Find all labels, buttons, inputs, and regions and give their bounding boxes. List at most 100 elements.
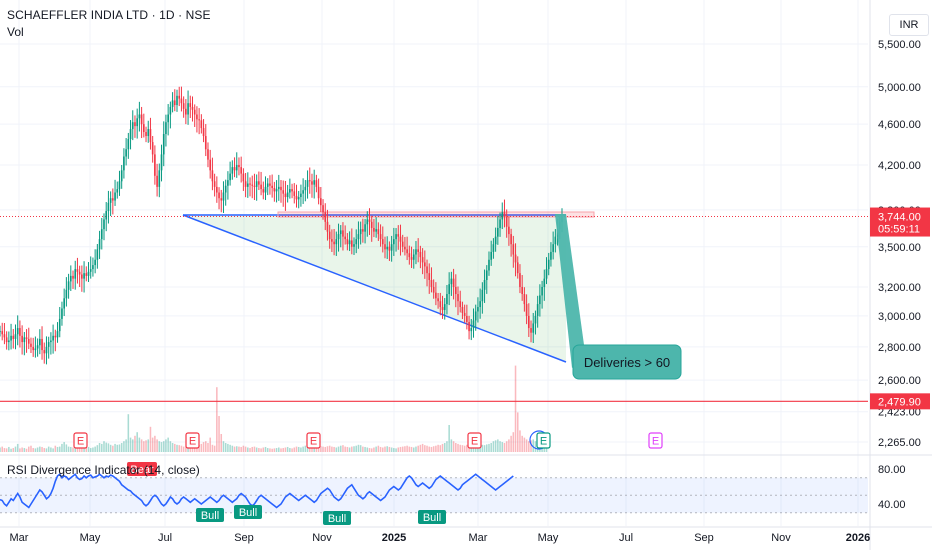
candle xyxy=(142,124,145,133)
candle xyxy=(260,184,262,190)
volume-bar xyxy=(61,443,63,452)
volume-bar xyxy=(514,365,517,452)
volume-bar xyxy=(19,448,21,452)
volume-bar xyxy=(348,447,351,452)
earnings-marker-box xyxy=(306,432,321,449)
volume-bar xyxy=(266,448,269,452)
candle xyxy=(370,221,373,228)
candle xyxy=(213,181,216,187)
candle xyxy=(138,114,141,119)
volume-bar xyxy=(191,446,194,452)
candle xyxy=(320,198,322,206)
candle xyxy=(554,236,557,245)
volume-bar xyxy=(36,447,39,452)
candle xyxy=(337,234,340,240)
volume-bar xyxy=(519,430,521,452)
candle xyxy=(536,304,539,316)
volume-bar xyxy=(461,445,464,452)
volume-bar xyxy=(244,446,247,452)
time-tick-label: Mar xyxy=(10,532,29,544)
volume-bar xyxy=(58,446,61,452)
candle xyxy=(419,251,422,258)
candle xyxy=(94,259,96,266)
candle xyxy=(185,108,187,115)
volume-bar xyxy=(216,387,218,452)
candle xyxy=(474,311,477,321)
candle xyxy=(302,190,304,194)
volume-bar xyxy=(428,446,431,452)
volume-bar xyxy=(25,448,28,452)
candle xyxy=(501,212,504,220)
volume-bar xyxy=(242,445,245,452)
currency-button[interactable]: INR xyxy=(889,14,929,36)
volume-bar xyxy=(118,444,121,452)
candle xyxy=(224,185,227,193)
volume-bar xyxy=(211,444,214,452)
candle xyxy=(198,119,200,121)
volume-bar xyxy=(297,446,300,452)
volume-bar xyxy=(516,412,519,452)
candle xyxy=(510,234,512,245)
volume-bar xyxy=(224,443,227,452)
candle xyxy=(291,189,293,192)
volume-bar xyxy=(273,448,276,452)
volume-bar xyxy=(490,443,492,452)
volume-bar xyxy=(512,432,515,452)
candle xyxy=(202,128,205,137)
candle xyxy=(85,273,88,276)
candle xyxy=(417,249,420,252)
bull-label-text: Bull xyxy=(201,510,219,522)
price-tick-label: 2,423.00 xyxy=(878,407,921,419)
candle xyxy=(443,304,446,310)
candle xyxy=(207,149,209,160)
candle xyxy=(512,244,515,255)
candle xyxy=(30,343,32,347)
volume-bar xyxy=(72,447,74,452)
candle xyxy=(525,304,528,316)
volume-bar xyxy=(353,446,355,452)
volume-bar xyxy=(419,444,422,452)
volume-bar xyxy=(450,439,453,452)
candle xyxy=(550,251,552,260)
candle xyxy=(277,186,280,190)
volume-bar xyxy=(291,448,293,452)
volume-bar xyxy=(364,446,366,452)
volume-bar xyxy=(483,445,486,452)
candle xyxy=(238,164,240,168)
volume-bar xyxy=(240,446,242,452)
volume-bar xyxy=(222,441,225,452)
volume-bar xyxy=(162,441,165,452)
time-tick-label: 2025 xyxy=(382,532,406,544)
candle xyxy=(123,156,125,171)
candle xyxy=(211,170,214,182)
candle xyxy=(231,167,234,174)
candle xyxy=(397,234,400,237)
volume-bar xyxy=(333,446,335,452)
candle xyxy=(543,278,546,287)
volume-bar xyxy=(147,439,150,452)
candle xyxy=(275,189,278,192)
volume-bar xyxy=(247,447,249,452)
candle xyxy=(545,269,548,279)
candle xyxy=(328,231,331,240)
candle xyxy=(508,226,510,235)
candle xyxy=(78,271,81,275)
candle xyxy=(339,230,342,235)
bear-label-text: Bear xyxy=(130,464,154,476)
candle xyxy=(410,257,413,260)
candle xyxy=(23,337,26,343)
candle xyxy=(103,219,105,230)
candle xyxy=(200,120,203,129)
volume-bar xyxy=(167,437,169,452)
earnings-marker-box xyxy=(648,432,663,449)
candle xyxy=(534,315,537,324)
candle xyxy=(120,170,123,182)
volume-bar xyxy=(21,447,23,452)
candle xyxy=(176,95,178,106)
candle xyxy=(439,301,442,308)
earnings-marker-label: E xyxy=(310,436,317,448)
volume-bar xyxy=(143,441,145,452)
candle xyxy=(3,334,6,338)
volume-bar xyxy=(43,448,46,452)
